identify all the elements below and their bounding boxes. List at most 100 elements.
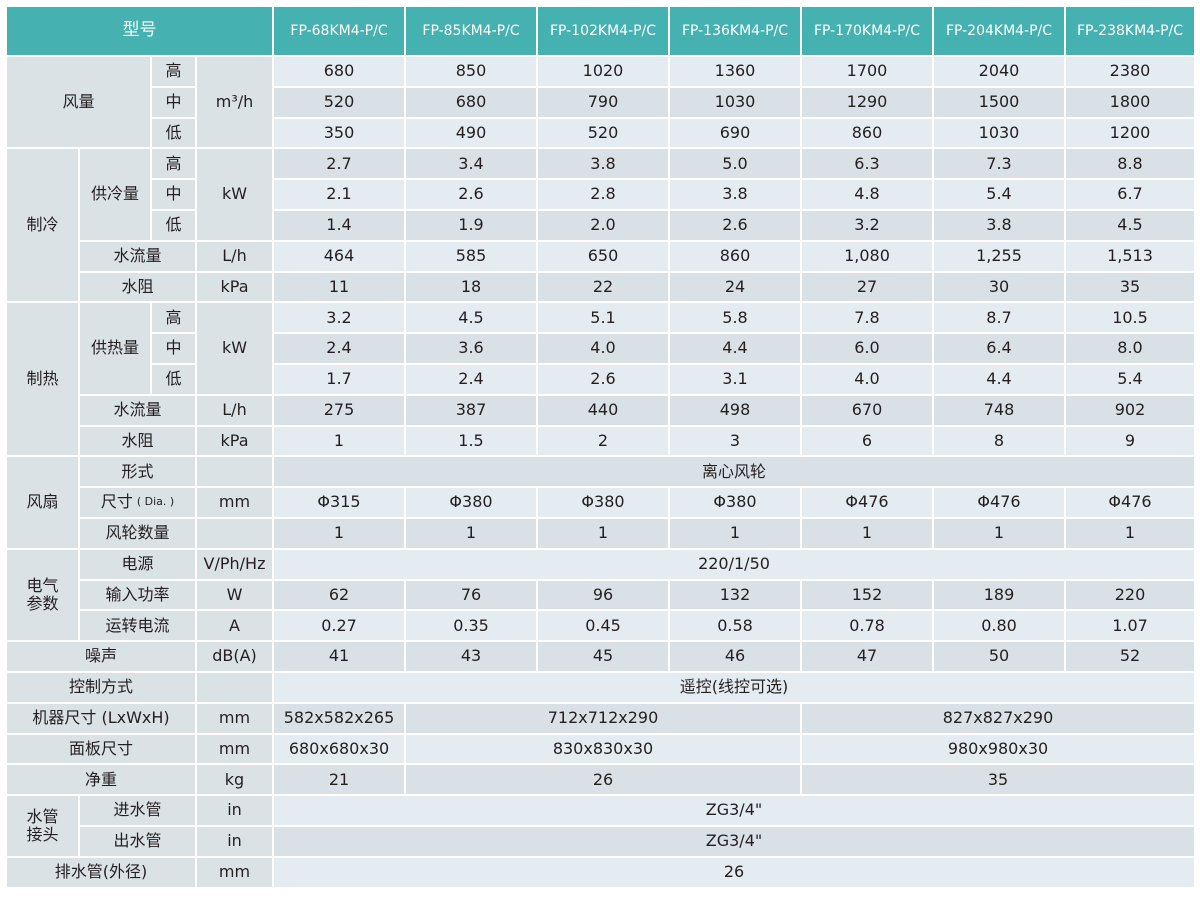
value-cell: 2: [538, 426, 668, 456]
value-cell: 827x827x290: [802, 703, 1194, 733]
value-cell: 712x712x290: [406, 703, 800, 733]
value-cell: 8.8: [1066, 149, 1194, 179]
value-cell: 498: [670, 395, 800, 425]
model-name-header: FP-170KM4-P/C: [802, 7, 932, 55]
unit-label: in: [197, 796, 272, 825]
unit-label: [197, 457, 272, 487]
value-cell: 3: [670, 426, 800, 456]
row-label-net-weight: 净重: [7, 765, 195, 795]
value-cell: 2.6: [538, 364, 668, 394]
model-header: 型号: [7, 7, 272, 55]
value-cell: 22: [538, 272, 668, 302]
value-cell: Φ315: [274, 488, 404, 517]
value-cell: 0.78: [802, 611, 932, 641]
value-cell: 220: [1066, 580, 1194, 610]
level-label: 低: [152, 118, 195, 148]
value-cell: 35: [1066, 272, 1194, 302]
row-label-electrical-line: 电气: [26, 575, 59, 595]
value-cell: Φ380: [670, 488, 800, 517]
value-cell: 3.8: [670, 180, 800, 209]
value-cell: 1,513: [1066, 241, 1194, 271]
value-cell: 4.5: [1066, 210, 1194, 240]
value-cell: 830x830x30: [406, 734, 800, 764]
value-cell: 350: [274, 118, 404, 148]
unit-label: L/h: [197, 241, 272, 271]
level-label: 高: [152, 303, 195, 333]
sub-label-inlet: 进水管: [80, 796, 195, 825]
value-cell: 3.8: [934, 210, 1064, 240]
value-cell: 3.1: [670, 364, 800, 394]
row-label-electrical-line: 参数: [26, 593, 59, 613]
level-label: 中: [152, 180, 195, 209]
value-cell: 1200: [1066, 118, 1194, 148]
unit-label: kPa: [197, 426, 272, 456]
value-cell: 670: [802, 395, 932, 425]
model-name-header: FP-85KM4-P/C: [406, 7, 536, 55]
unit-label: mm: [197, 488, 272, 517]
value-cell: 860: [670, 241, 800, 271]
value-cell: 0.58: [670, 611, 800, 641]
value-cell: 21: [274, 765, 404, 795]
value-cell: Φ476: [802, 488, 932, 517]
value-cell: 24: [670, 272, 800, 302]
value-cell: 189: [934, 580, 1064, 610]
value-cell: 3.8: [538, 149, 668, 179]
value-cell: 4.5: [406, 303, 536, 333]
spec-table: 型号 FP-68KM4-P/C FP-85KM4-P/C FP-102KM4-P/C F…: [7, 7, 1194, 887]
value-cell: 980x980x30: [802, 734, 1194, 764]
model-name-header: FP-136KM4-P/C: [670, 7, 800, 55]
value-cell: 5.4: [934, 180, 1064, 209]
row-label-fan: 风扇: [7, 457, 78, 548]
value-cell: 6.0: [802, 334, 932, 363]
model-name-header: FP-102KM4-P/C: [538, 7, 668, 55]
value-cell: 790: [538, 87, 668, 117]
value-cell: 2380: [1066, 57, 1194, 86]
value-cell: 1: [538, 518, 668, 548]
value-cell: 1: [802, 518, 932, 548]
value-cell: 27: [802, 272, 932, 302]
sub-label-type: 形式: [80, 457, 195, 487]
value-cell: 2.7: [274, 149, 404, 179]
value-cell: 2.6: [670, 210, 800, 240]
value-cell: Φ476: [1066, 488, 1194, 517]
value-cell: 10.5: [1066, 303, 1194, 333]
value-cell: 62: [274, 580, 404, 610]
value-cell: 1,080: [802, 241, 932, 271]
value-cell: 152: [802, 580, 932, 610]
value-cell: 52: [1066, 642, 1194, 671]
value-cell: 26: [406, 765, 800, 795]
value-cell: 690: [670, 118, 800, 148]
value-cell: 1,255: [934, 241, 1064, 271]
value-cell: 11: [274, 272, 404, 302]
sub-label-water-flow: 水流量: [80, 241, 195, 271]
unit-label: m³/h: [197, 57, 272, 148]
value-cell: 4.0: [538, 334, 668, 363]
row-label-water-pipe-line: 接头: [26, 824, 59, 844]
row-label-electrical: 电气 参数: [7, 549, 78, 641]
value-cell: 680x680x30: [274, 734, 404, 764]
value-cell: 47: [802, 642, 932, 671]
value-cell: 440: [538, 395, 668, 425]
unit-label: kW: [197, 303, 272, 394]
value-cell: 9: [1066, 426, 1194, 456]
value-cell: 2.8: [538, 180, 668, 209]
value-cell: 1030: [934, 118, 1064, 148]
value-cell: 748: [934, 395, 1064, 425]
value-cell: 1.4: [274, 210, 404, 240]
value-cell: 2.4: [274, 334, 404, 363]
value-cell: 50: [934, 642, 1064, 671]
row-label-panel-size: 面板尺寸: [7, 734, 195, 764]
level-label: 中: [152, 87, 195, 117]
value-cell: 680: [406, 87, 536, 117]
value-cell: 582x582x265: [274, 703, 404, 733]
value-cell: 4.4: [934, 364, 1064, 394]
value-cell: 46: [670, 642, 800, 671]
value-cell: 1030: [670, 87, 800, 117]
unit-label: A: [197, 611, 272, 641]
value-cell: 585: [406, 241, 536, 271]
value-cell: 35: [802, 765, 1194, 795]
value-cell: 6.7: [1066, 180, 1194, 209]
unit-label: mm: [197, 703, 272, 733]
value-cell: 0.80: [934, 611, 1064, 641]
row-label-unit-size: 机器尺寸 (LxWxH): [7, 703, 195, 733]
